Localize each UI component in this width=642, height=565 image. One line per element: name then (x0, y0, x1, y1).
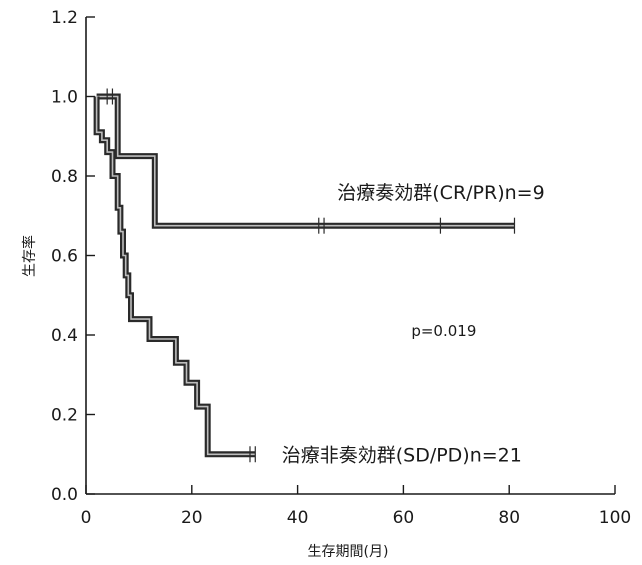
y-ticks: 0.0 0.2 0.4 0.6 0.8 1.0 1.2 (51, 8, 95, 505)
x-ticks: 0 20 40 60 80 100 (81, 485, 631, 528)
series-1-curve (96, 88, 516, 234)
p-value-annotation: p=0.019 (411, 322, 476, 340)
series-line-outer (96, 93, 515, 229)
x-tick-label: 0 (81, 508, 92, 528)
series-2-label: 治療非奏効群(SD/PD)n=21 (282, 444, 522, 466)
label-layer: 治療奏効群(CR/PR)n=9 治療非奏効群(SD/PD)n=21 p=0.019 (282, 182, 545, 466)
x-tick-label: 40 (287, 508, 309, 528)
y-tick-label: 0.2 (51, 406, 78, 426)
x-tick-label: 20 (181, 508, 203, 528)
y-tick-label: 1.2 (51, 8, 78, 28)
series-layer (93, 88, 516, 463)
x-tick-label: 100 (599, 508, 631, 528)
y-tick-label: 1.0 (51, 88, 78, 108)
x-tick-label: 80 (498, 508, 520, 528)
y-axis-title: 生存率 (21, 235, 38, 277)
y-tick-label: 0.0 (51, 485, 78, 505)
y-tick-label: 0.6 (51, 247, 78, 267)
series-line-inner (96, 95, 515, 227)
x-axis-title: 生存期間(月) (308, 544, 389, 560)
series-2-curve (93, 96, 256, 463)
series-line-inner (95, 96, 256, 456)
x-tick-label: 60 (393, 508, 415, 528)
y-tick-label: 0.8 (51, 167, 78, 187)
series-1-label: 治療奏効群(CR/PR)n=9 (337, 182, 544, 204)
y-tick-label: 0.4 (51, 326, 78, 346)
